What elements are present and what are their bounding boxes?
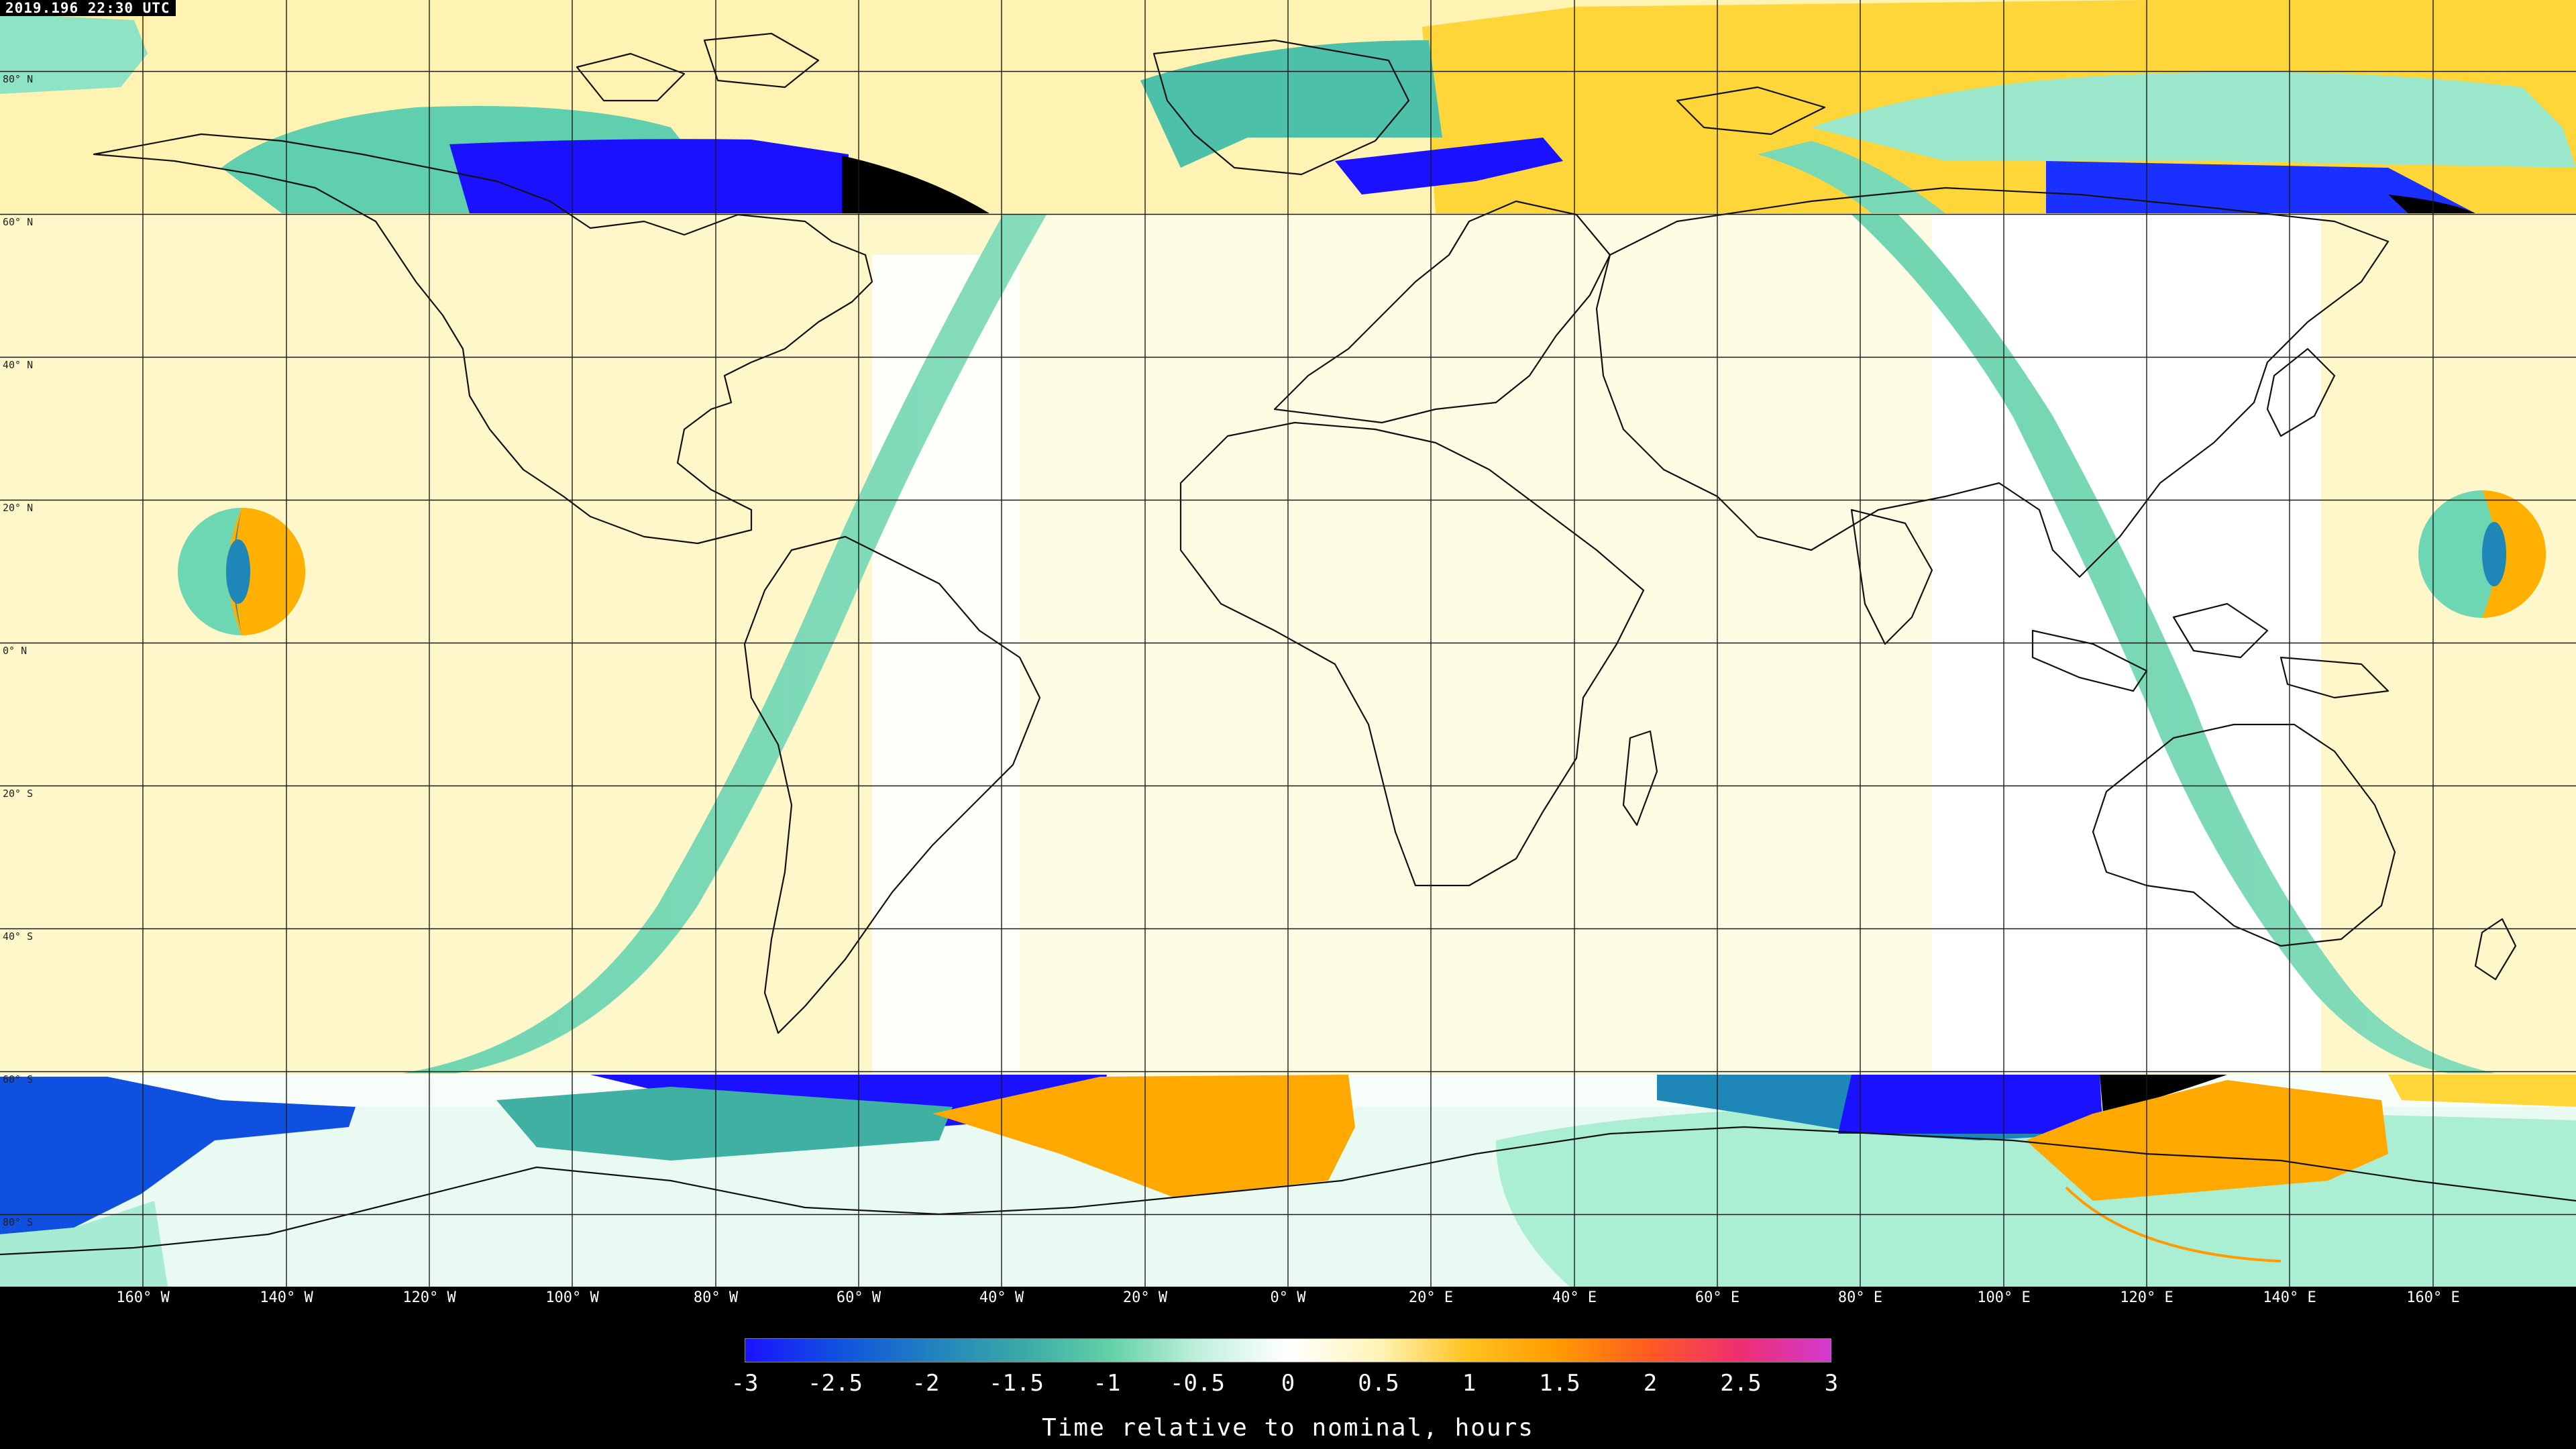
south-teal-west: [0, 1201, 168, 1287]
south-yellow-edge: [2388, 1075, 2576, 1107]
lat-label-20n: 20° N: [3, 502, 34, 514]
lon-label-80w: 80° W: [693, 1289, 739, 1306]
colorbar-tick: 0: [1281, 1370, 1295, 1397]
north-blue-canada: [449, 139, 849, 213]
colorbar-tick: 2: [1643, 1370, 1658, 1397]
lon-label-0w: 0° W: [1270, 1289, 1306, 1306]
colorbar-tick: 3: [1824, 1370, 1839, 1397]
colorbar-tick: 0.5: [1358, 1370, 1399, 1397]
south-night-east: [2100, 1075, 2227, 1114]
colorbar-tick: -2.5: [808, 1370, 863, 1397]
lon-label-120e: 120° E: [2120, 1289, 2174, 1306]
colorbar-gradient: [745, 1338, 1831, 1362]
lon-label-60w: 60° W: [836, 1289, 881, 1306]
south-orange-east: [2026, 1080, 2388, 1201]
lat-label-80s: 80° S: [3, 1216, 34, 1228]
colorbar-tick: 1.5: [1539, 1370, 1580, 1397]
south-dark-blue-east: [1838, 1075, 2103, 1134]
lon-label-40e: 40° E: [1552, 1289, 1597, 1306]
lon-label-140w: 140° W: [260, 1289, 313, 1306]
orbit-swath-west: [402, 215, 1046, 1073]
lon-label-20e: 20° E: [1408, 1289, 1454, 1306]
north-teal-band-right: [1758, 141, 1945, 213]
lon-label-40w: 40° W: [979, 1289, 1024, 1306]
terminator-disc-west: [178, 508, 305, 635]
global-map: [0, 0, 2576, 1287]
south-orange-mid: [932, 1075, 1355, 1197]
lat-label-80n: 80° N: [3, 73, 34, 85]
lon-label-100w: 100° W: [545, 1289, 599, 1306]
north-dark-night-canada: [842, 156, 989, 213]
lat-label-20s: 20° S: [3, 788, 34, 800]
north-teal-siberia: [1811, 72, 2576, 168]
lat-label-0n: 0° N: [3, 645, 28, 657]
north-blue-scandinavia: [1335, 138, 1563, 195]
colorbar-tick: -3: [731, 1370, 759, 1397]
lon-label-100e: 100° E: [1977, 1289, 2031, 1306]
north-teal-topleft: [0, 13, 148, 94]
terminator-disc-east: [2418, 490, 2546, 618]
colorbar-tick: 2.5: [1720, 1370, 1762, 1397]
north-blue-siberia-east: [2046, 161, 2475, 213]
lat-label-60s: 60° S: [3, 1073, 34, 1085]
daylight-band-left: [1020, 215, 1932, 1073]
colorbar-tick: -0.5: [1170, 1370, 1225, 1397]
lon-label-80e: 80° E: [1837, 1289, 1883, 1306]
colorbar-title: Time relative to nominal, hours: [1042, 1414, 1534, 1442]
colorbar-tick: -1: [1093, 1370, 1121, 1397]
lon-label-160e: 160° E: [2406, 1289, 2460, 1306]
lon-label-140e: 140° E: [2263, 1289, 2316, 1306]
lon-label-20w: 20° W: [1122, 1289, 1168, 1306]
north-teal-greenland: [1140, 40, 1442, 168]
graticule: [0, 0, 2576, 1287]
timestamp-label: 2019.196 22:30 UTC: [0, 0, 176, 16]
colorbar-tick: -1.5: [989, 1370, 1044, 1397]
colorbar-tick: 1: [1462, 1370, 1477, 1397]
south-orange-curve: [2065, 1186, 2282, 1263]
lon-label-160w: 160° W: [116, 1289, 170, 1306]
lat-label-60n: 60° N: [3, 216, 34, 228]
south-teal-mid: [496, 1087, 953, 1161]
north-dark-night-pacific: [2388, 195, 2475, 213]
lon-label-60e: 60° E: [1695, 1289, 1740, 1306]
colorbar-tick: -2: [912, 1370, 940, 1397]
south-blue-wedge-west: [0, 1077, 356, 1234]
lon-label-120w: 120° W: [402, 1289, 456, 1306]
lat-label-40n: 40° N: [3, 359, 34, 371]
lat-label-40s: 40° S: [3, 930, 34, 943]
